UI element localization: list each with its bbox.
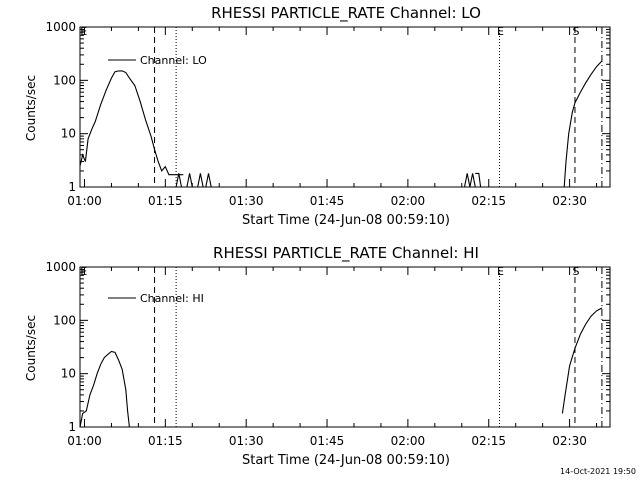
time-marker-label: E [80, 25, 87, 38]
y-tick-label: 1000 [45, 20, 76, 34]
series-line [186, 173, 193, 188]
time-marker-label: S [572, 265, 579, 278]
y-tick-label: 1 [68, 180, 76, 194]
y-axis-label: Counts/sec [24, 315, 38, 381]
series-line [561, 307, 603, 414]
y-tick-label: 100 [53, 73, 76, 87]
x-tick-label: 02:15 [471, 434, 506, 448]
series-line [197, 173, 204, 188]
series-line [175, 173, 183, 188]
series-line [205, 173, 212, 188]
time-marker-label: S [572, 25, 579, 38]
series-line [563, 60, 603, 188]
x-tick-label: 01:00 [67, 194, 102, 208]
legend-label: Channel: LO [140, 54, 207, 67]
chart-title: RHESSI PARTICLE_RATE Channel: HI [213, 244, 479, 263]
x-axis-label: Start Time (24-Jun-08 00:59:10) [242, 213, 450, 228]
y-tick-label: 100 [53, 313, 76, 327]
time-marker-label: E [497, 265, 504, 278]
x-tick-label: 02:15 [471, 194, 506, 208]
plot-frame [79, 26, 611, 188]
y-tick-label: 10 [61, 367, 76, 381]
lo-channel-panel: RHESSI PARTICLE_RATE Channel: LO Start T… [24, 4, 611, 228]
plot-frame [79, 266, 611, 428]
series-line [475, 172, 482, 188]
x-tick-label: 02:00 [391, 194, 426, 208]
x-tick-label: 01:15 [148, 194, 183, 208]
hi-channel-panel: RHESSI PARTICLE_RATE Channel: HI Start T… [24, 244, 611, 468]
time-marker-label: E [497, 25, 504, 38]
y-tick-label: 1 [68, 420, 76, 434]
x-tick-label: 01:00 [67, 434, 102, 448]
x-tick-label: 01:45 [310, 434, 345, 448]
x-axis-label: Start Time (24-Jun-08 00:59:10) [242, 453, 450, 468]
series-line [79, 350, 130, 428]
series-line [469, 173, 476, 188]
x-tick-label: 01:30 [229, 434, 264, 448]
time-marker-label: E [80, 265, 87, 278]
footer-timestamp: 14-Oct-2021 19:50 [560, 467, 636, 476]
series-line [79, 70, 184, 176]
x-tick-label: 02:00 [391, 434, 426, 448]
x-tick-label: 02:30 [552, 194, 587, 208]
chart-title: RHESSI PARTICLE_RATE Channel: LO [211, 4, 481, 23]
y-tick-label: 1000 [45, 260, 76, 274]
x-tick-label: 01:30 [229, 194, 264, 208]
y-axis-label: Counts/sec [24, 75, 38, 141]
y-tick-label: 10 [61, 127, 76, 141]
series-line [463, 173, 471, 188]
x-tick-label: 01:45 [310, 194, 345, 208]
legend-label: Channel: HI [140, 292, 204, 305]
x-tick-label: 01:15 [148, 434, 183, 448]
x-tick-label: 02:30 [552, 434, 587, 448]
